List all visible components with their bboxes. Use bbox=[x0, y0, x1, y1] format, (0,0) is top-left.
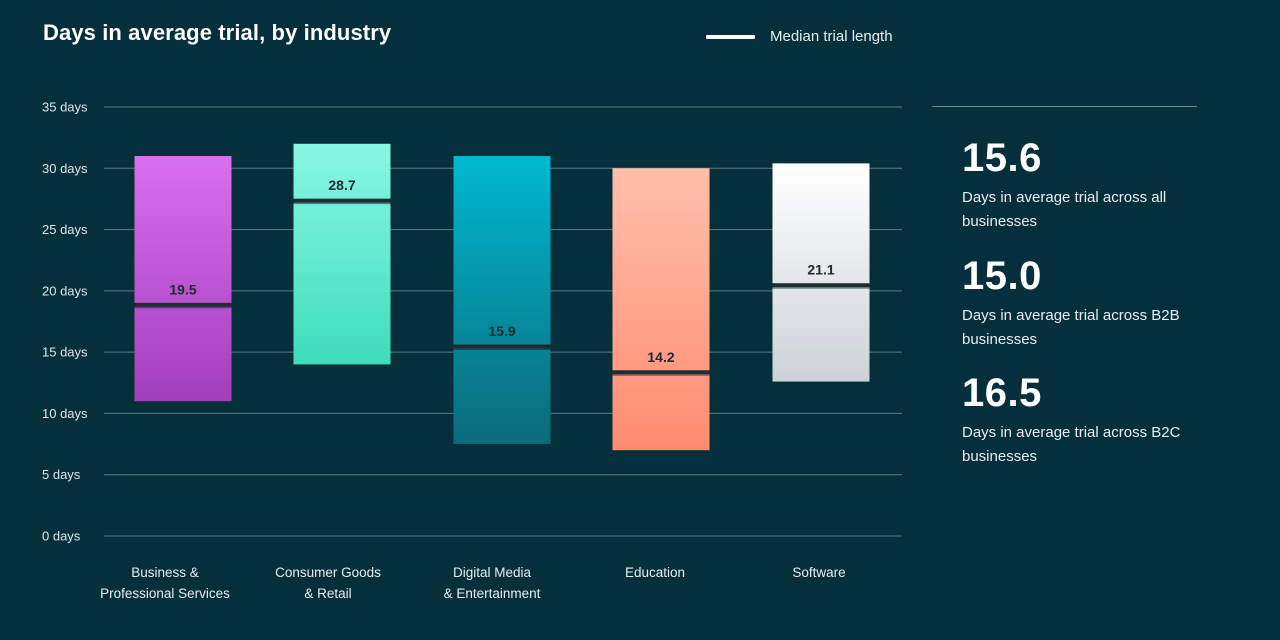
category-label: Software bbox=[792, 565, 845, 580]
stat-value: 16.5 bbox=[962, 371, 1042, 415]
category-label: Business & bbox=[131, 565, 199, 580]
median-gap bbox=[134, 306, 232, 309]
median-gap bbox=[772, 287, 870, 289]
range-bar bbox=[293, 143, 391, 365]
median-gap bbox=[612, 374, 710, 376]
bar-layer: 19.5 28.7 15.9 14.2 21.1 bbox=[134, 143, 870, 451]
category-label: & Entertainment bbox=[444, 586, 541, 601]
stat-b2b-businesses: 15.0 Days in average trial across B2B bu… bbox=[962, 254, 1242, 352]
category-label-layer: Business & Professional Services Consumer … bbox=[100, 565, 846, 601]
stat-description: Days in average trial across all busines… bbox=[962, 189, 1167, 230]
median-line bbox=[612, 370, 710, 375]
median-line bbox=[293, 198, 391, 203]
median-value-label: 14.2 bbox=[647, 349, 674, 365]
median-line bbox=[134, 302, 232, 307]
y-tick-label: 20 days bbox=[42, 283, 88, 298]
median-value-label: 15.9 bbox=[488, 323, 515, 339]
stat-all-businesses: 15.6 Days in average trial across all bu… bbox=[962, 136, 1242, 234]
median-line bbox=[453, 344, 551, 349]
y-tick-label: 15 days bbox=[42, 345, 88, 360]
range-bar bbox=[772, 163, 870, 382]
range-bar bbox=[134, 156, 232, 402]
median-value-label: 28.7 bbox=[328, 177, 355, 193]
y-tick-label: 35 days bbox=[42, 100, 88, 115]
stat-value: 15.6 bbox=[962, 136, 1042, 180]
legend-median-label: Median trial length bbox=[770, 28, 893, 45]
category-label: Education bbox=[625, 565, 685, 580]
legend-median-swatch bbox=[706, 34, 755, 39]
median-gap bbox=[293, 202, 391, 205]
trial-length-chart: 0 days 5 days 10 days 15 days 20 days 25 days… bbox=[42, 100, 902, 601]
range-bar bbox=[612, 168, 710, 451]
stat-description: Days in average trial across B2B busines… bbox=[962, 307, 1180, 348]
y-tick-label: 30 days bbox=[42, 161, 88, 176]
stat-value: 15.0 bbox=[962, 254, 1042, 298]
median-gap bbox=[453, 348, 551, 351]
stat-description: Days in average trial across B2C busines… bbox=[962, 424, 1181, 465]
category-label: & Retail bbox=[304, 586, 351, 601]
median-line bbox=[772, 283, 870, 288]
stat-b2c-businesses: 16.5 Days in average trial across B2C bu… bbox=[962, 371, 1242, 469]
y-tick-label: 5 days bbox=[42, 467, 81, 482]
category-label: Professional Services bbox=[100, 586, 230, 601]
category-label: Consumer Goods bbox=[275, 565, 381, 580]
range-bar bbox=[453, 156, 551, 445]
chart-title: Days in average trial, by industry bbox=[43, 20, 392, 45]
y-tick-label: 0 days bbox=[42, 529, 81, 544]
y-tick-label: 10 days bbox=[42, 406, 88, 421]
y-tick-label: 25 days bbox=[42, 222, 88, 237]
category-label: Digital Media bbox=[453, 565, 532, 580]
median-value-label: 21.1 bbox=[807, 262, 834, 278]
median-value-label: 19.5 bbox=[169, 281, 196, 297]
stats-divider bbox=[932, 106, 1197, 107]
chart-legend: Median trial length bbox=[706, 28, 893, 45]
